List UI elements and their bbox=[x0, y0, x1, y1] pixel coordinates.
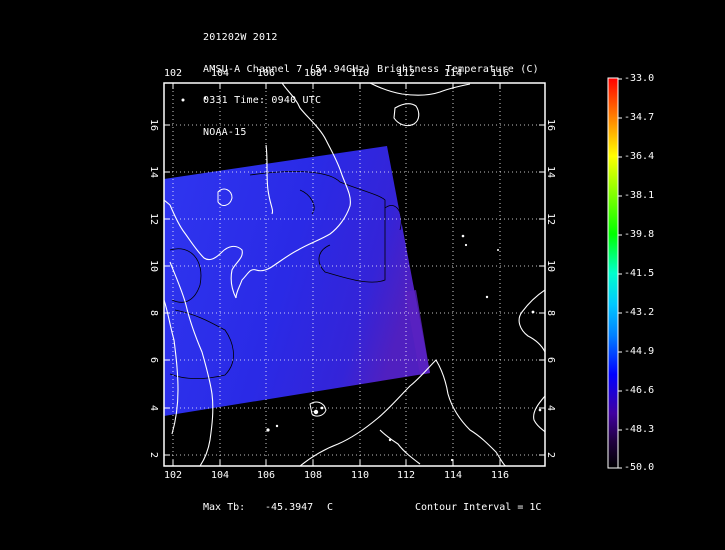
lat-tick-left-14: 14 bbox=[148, 165, 159, 179]
colorbar-label-7: -44.9 bbox=[624, 346, 655, 357]
colorbar-label-4: -39.8 bbox=[624, 229, 655, 240]
coast-malay-peninsula bbox=[169, 261, 214, 466]
lon-tick-top-110: 110 bbox=[350, 68, 370, 79]
coast-malay-east bbox=[164, 299, 179, 435]
coast-borneo-inner bbox=[379, 429, 421, 465]
max-tb-label: Max Tb: bbox=[203, 502, 246, 513]
lon-tick-top-112: 112 bbox=[396, 68, 416, 79]
swath-data-region bbox=[164, 146, 430, 416]
lon-tick-bottom-116: 116 bbox=[490, 470, 510, 481]
colorbar-label-1: -34.7 bbox=[624, 112, 655, 123]
lon-tick-bottom-110: 110 bbox=[350, 470, 370, 481]
island-phu-quoc bbox=[217, 188, 233, 206]
lat-tick-right-2: 2 bbox=[545, 451, 556, 459]
colorbar-label-6: -43.2 bbox=[624, 307, 655, 318]
lon-tick-top-104: 104 bbox=[210, 68, 230, 79]
lon-tick-bottom-106: 106 bbox=[256, 470, 276, 481]
lat-tick-left-2: 2 bbox=[148, 451, 159, 459]
title-storm-id: 201202W 2012 bbox=[203, 32, 278, 43]
lon-tick-top-114: 114 bbox=[443, 68, 463, 79]
lon-tick-top-116: 116 bbox=[490, 68, 510, 79]
title-satellite: NOAA-15 bbox=[203, 126, 247, 138]
coast-china bbox=[369, 83, 471, 96]
colorbar-label-5: -41.5 bbox=[624, 268, 655, 279]
lat-tick-left-8: 8 bbox=[148, 309, 159, 317]
lat-tick-left-10: 10 bbox=[148, 259, 159, 273]
lon-tick-bottom-108: 108 bbox=[303, 470, 323, 481]
frame-ticks bbox=[164, 83, 545, 466]
swath-layer bbox=[164, 146, 430, 416]
colorbar-label-8: -46.6 bbox=[624, 385, 655, 396]
lat-tick-right-10: 10 bbox=[545, 259, 556, 273]
lat-tick-left-12: 12 bbox=[148, 212, 159, 226]
lon-tick-bottom-112: 112 bbox=[396, 470, 416, 481]
lon-tick-bottom-104: 104 bbox=[210, 470, 230, 481]
colorbar-ticks bbox=[618, 78, 622, 469]
lat-tick-left-16: 16 bbox=[148, 118, 159, 132]
contour-interval: Contour Interval = 1C bbox=[415, 502, 542, 513]
lon-tick-top-106: 106 bbox=[256, 68, 276, 79]
title-block: 201202W 2012 AMSU-A Channel 7 (54.94GHz)… bbox=[203, 12, 539, 149]
coast-philippines bbox=[518, 289, 545, 353]
max-tb-value: -45.3947 bbox=[265, 502, 314, 513]
title-product: AMSU-A Channel 7 (54.94GHz) Brightness T… bbox=[203, 63, 539, 75]
lat-tick-right-4: 4 bbox=[545, 404, 556, 412]
lat-tick-left-6: 6 bbox=[148, 356, 159, 364]
colorbar-label-10: -50.0 bbox=[624, 462, 655, 473]
coast-gulf-thailand bbox=[164, 199, 243, 299]
title-time: 0331 Time: 0940 UTC bbox=[203, 95, 322, 106]
contour-lines bbox=[169, 171, 402, 380]
lat-tick-right-16: 16 bbox=[545, 118, 556, 132]
lon-tick-bottom-102: 102 bbox=[163, 470, 183, 481]
colorbar-label-2: -36.4 bbox=[624, 151, 655, 162]
coast-borneo bbox=[299, 359, 507, 466]
max-tb-unit: C bbox=[327, 502, 334, 513]
lat-tick-right-8: 8 bbox=[545, 309, 556, 317]
lat-tick-left-4: 4 bbox=[148, 404, 159, 412]
islands bbox=[181, 96, 542, 462]
swath-east-edge bbox=[405, 290, 430, 375]
coast-vietnam bbox=[235, 83, 351, 299]
coastlines bbox=[164, 83, 545, 466]
lon-tick-top-102: 102 bbox=[163, 68, 183, 79]
lon-tick-top-108: 108 bbox=[303, 68, 323, 79]
colorbar-label-9: -48.3 bbox=[624, 424, 655, 435]
lat-tick-right-12: 12 bbox=[545, 212, 556, 226]
lon-tick-bottom-114: 114 bbox=[443, 470, 463, 481]
colorbar-label-0: -33.0 bbox=[624, 73, 655, 84]
lat-tick-right-6: 6 bbox=[545, 356, 556, 364]
coast-cambodia bbox=[265, 144, 274, 215]
coast-hainan bbox=[393, 103, 420, 127]
lat-tick-right-14: 14 bbox=[545, 165, 556, 179]
coast-philippines-south bbox=[533, 395, 545, 433]
colorbar-label-3: -38.1 bbox=[624, 190, 655, 201]
colorbar-gradient bbox=[607, 77, 619, 469]
map-frame bbox=[163, 82, 546, 467]
island-natuna bbox=[309, 401, 327, 417]
